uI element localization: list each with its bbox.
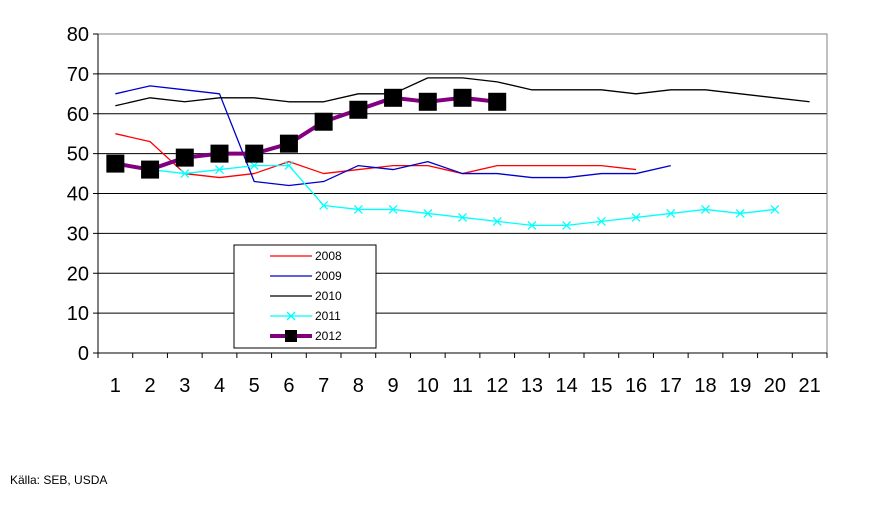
x-tick-label-12: 12 [486, 375, 508, 397]
source-note: Källa: SEB, USDA [10, 473, 108, 487]
line-2011 [115, 160, 776, 227]
y-tick-label-60: 60 [67, 104, 89, 126]
legend-box [233, 244, 377, 349]
line-2009 [115, 85, 671, 187]
x-tick-label-4: 4 [214, 375, 225, 397]
legend-entry-2009: 2009 [270, 269, 342, 283]
point-2011-20 [770, 204, 780, 214]
y-tick-label-0: 0 [78, 343, 89, 365]
y-tick-label-70: 70 [67, 64, 89, 86]
x-tick-label-9: 9 [388, 375, 399, 397]
point-2012-12 [488, 92, 507, 111]
x-tick-label-5: 5 [249, 375, 260, 397]
x-tick-label-2: 2 [145, 375, 156, 397]
point-2012-9 [384, 88, 403, 107]
x-tick-label-19: 19 [729, 375, 751, 397]
x-tick-label-6: 6 [283, 375, 294, 397]
y-tick-label-80: 80 [67, 24, 89, 46]
point-2012-10 [418, 92, 437, 111]
x-tick-label-1: 1 [110, 375, 121, 397]
point-2011-8 [353, 204, 363, 214]
y-tick-label-50: 50 [67, 144, 89, 166]
point-2012-3 [175, 148, 194, 167]
point-2011-18 [701, 204, 710, 214]
point-2012-7 [314, 112, 333, 131]
x-tick-label-18: 18 [694, 375, 716, 397]
x-tick-label-20: 20 [764, 375, 786, 397]
line-2012 [115, 95, 498, 172]
x-tick-label-21: 21 [799, 375, 821, 397]
point-2012-4 [210, 144, 229, 163]
point-2012-5 [245, 144, 264, 163]
point-2011-7 [319, 201, 329, 210]
point-2011-9 [388, 204, 398, 214]
x-tick-label-15: 15 [590, 375, 612, 397]
x-axis-ticks: 1 2 3 4 5 6 7 8 9 10 11 12 13 14 15 16 17 18 19 20 21 [97, 353, 828, 397]
point-2011-10 [423, 208, 433, 218]
point-2011-5 [249, 161, 259, 171]
x-tick-label-13: 13 [521, 375, 543, 397]
point-2011-17 [666, 208, 676, 218]
legend-entry-2008: 2008 [270, 249, 342, 263]
legend-label-2010: 2010 [315, 289, 342, 303]
point-2011-13 [527, 220, 537, 230]
grid-lines [98, 73, 827, 314]
point-2011-16 [631, 212, 641, 222]
series-2009 [115, 85, 671, 187]
y-tick-label-30: 30 [67, 223, 89, 245]
y-tick-label-40: 40 [67, 184, 89, 206]
x-tick-label-14: 14 [556, 375, 578, 397]
x-tick-label-16: 16 [625, 375, 647, 397]
point-2011-4 [215, 165, 224, 175]
point-2012-6 [279, 134, 298, 153]
x-tick-label-11: 11 [452, 375, 473, 397]
legend-label-2008: 2008 [315, 249, 342, 263]
legend-label-2011: 2011 [315, 309, 341, 323]
line-2010 [115, 77, 810, 107]
point-2011-6 [284, 161, 294, 171]
point-2011-15 [596, 216, 606, 226]
x-tick-label-3: 3 [179, 375, 190, 397]
y-axis-ticks: 0 10 20 30 40 50 60 70 80 [67, 24, 98, 365]
legend: 2008 2009 2010 2011 2012 [233, 244, 377, 349]
y-tick-label-10: 10 [67, 303, 89, 325]
legend-entry-2011: 2011 [270, 309, 341, 323]
series-2010 [115, 77, 810, 107]
point-2011-19 [735, 208, 745, 218]
series-lines [106, 77, 810, 230]
point-2012-8 [349, 100, 368, 119]
x-tick-label-8: 8 [353, 375, 364, 397]
legend-marker-2012 [285, 330, 297, 342]
point-2011-12 [492, 216, 502, 226]
y-tick-label-20: 20 [67, 263, 89, 285]
legend-label-2009: 2009 [315, 269, 342, 283]
point-2011-14 [562, 220, 572, 230]
point-2011-3 [180, 169, 190, 179]
point-2012-11 [453, 88, 472, 107]
point-2011-11 [458, 212, 467, 222]
x-tick-label-10: 10 [417, 375, 439, 397]
legend-entry-2012: 2012 [270, 329, 342, 343]
legend-label-2012: 2012 [315, 329, 342, 343]
point-2012-1 [106, 154, 125, 173]
x-tick-label-17: 17 [660, 375, 682, 397]
point-2012-2 [141, 160, 160, 179]
x-tick-label-7: 7 [318, 375, 329, 397]
legend-entry-2010: 2010 [270, 289, 342, 303]
series-2012 [106, 88, 507, 179]
